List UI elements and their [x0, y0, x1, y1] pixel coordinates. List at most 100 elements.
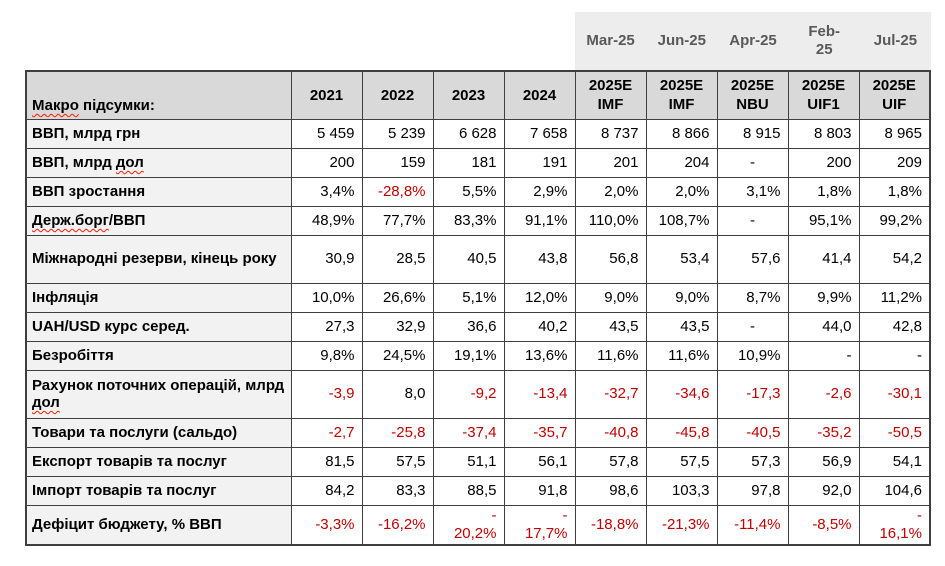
value-cell: -: [716, 311, 789, 342]
value-cell: 98,6: [574, 475, 647, 506]
value-cell: 83,3: [361, 475, 434, 506]
value-cell: 42,8: [858, 311, 931, 342]
value-cell: 10,0%: [290, 282, 363, 313]
table-row: Інфляція 10,0% 26,6% 5,1% 12,0% 9,0% 9,0% 8,7% 9…: [25, 282, 931, 313]
row-label-cell: Експорт товарів та послуг: [25, 446, 292, 477]
value-cell: -17,3: [716, 369, 789, 419]
value-cell: 24,5%: [361, 340, 434, 371]
value-cell: -34,6: [645, 369, 718, 419]
value-cell: 9,0%: [574, 282, 647, 313]
value-cell: -25,8: [361, 417, 434, 448]
row-label-cell: ВВП, млрд грн: [25, 118, 292, 149]
value-cell: 5 239: [361, 118, 434, 149]
value-cell: -2,6: [787, 369, 860, 419]
value-cell: 200: [290, 147, 363, 178]
value-cell: 51,1: [432, 446, 505, 477]
year-header-cell: 2023: [432, 70, 505, 120]
value-cell: 97,8: [716, 475, 789, 506]
forecast-header-cell: 2025E UIF: [858, 70, 931, 120]
value-cell: 26,6%: [361, 282, 434, 313]
value-cell: 44,0: [787, 311, 860, 342]
value-cell: 5,1%: [432, 282, 505, 313]
value-cell: 57,8: [574, 446, 647, 477]
value-cell: 41,4: [787, 234, 860, 284]
value-cell: -45,8: [645, 417, 718, 448]
row-label-cell: Безробіття: [25, 340, 292, 371]
value-cell: 1,8%: [787, 176, 860, 207]
row-label-cell: Держ.борг/ВВП: [25, 205, 292, 236]
value-cell: -3,3%: [290, 504, 363, 546]
value-cell: 28,5: [361, 234, 434, 284]
value-cell: 40,2: [503, 311, 576, 342]
value-cell: 84,2: [290, 475, 363, 506]
row-label-cell: ВВП зростання: [25, 176, 292, 207]
value-cell: 12,0%: [503, 282, 576, 313]
row-label-cell: ВВП, млрд дол: [25, 147, 292, 178]
value-cell: -21,3%: [645, 504, 718, 546]
forecast-header-cell: 2025E IMF: [574, 70, 647, 120]
value-cell: 2,9%: [503, 176, 576, 207]
row-label-cell: Дефіцит бюджету, % ВВП: [25, 504, 292, 546]
value-cell: -9,2: [432, 369, 505, 419]
value-cell: 2,0%: [645, 176, 718, 207]
year-header-cell: 2021: [290, 70, 363, 120]
value-cell: 3,4%: [290, 176, 363, 207]
table-header-row: Макро підсумки: 2021 2022 2023 2024 2025E IMF…: [25, 70, 931, 120]
band-date-label: Mar-25: [586, 32, 635, 49]
value-cell: 40,5: [432, 234, 505, 284]
value-cell: 204: [645, 147, 718, 178]
value-cell: -: [858, 340, 931, 371]
corner-header-cell: Макро підсумки:: [25, 70, 292, 120]
value-cell: 9,9%: [787, 282, 860, 313]
value-cell: 201: [574, 147, 647, 178]
value-cell: 57,5: [361, 446, 434, 477]
value-cell: 159: [361, 147, 434, 178]
value-cell: 110,0%: [574, 205, 647, 236]
value-cell: 11,2%: [858, 282, 931, 313]
misspelled-word: Держ.борг: [32, 211, 109, 229]
value-cell: 2,0%: [574, 176, 647, 207]
value-cell: -3,9: [290, 369, 363, 419]
misspelled-word: дол: [32, 394, 60, 411]
table-row: Експорт товарів та послуг 81,5 57,5 51,1 56,…: [25, 446, 931, 477]
value-cell: - 17,7%: [503, 504, 576, 546]
table-row: ВВП, млрд дол 200 159 181 191 201 204-200 209: [25, 147, 931, 178]
value-cell: -: [716, 205, 789, 236]
value-cell: 8,0: [361, 369, 434, 419]
value-cell: 181: [432, 147, 505, 178]
value-cell: 104,6: [858, 475, 931, 506]
value-cell: 209: [858, 147, 931, 178]
value-cell: 8 965: [858, 118, 931, 149]
value-cell: 88,5: [432, 475, 505, 506]
value-cell: -: [716, 147, 789, 178]
forecast-header-cell: 2025E IMF: [645, 70, 718, 120]
value-cell: 103,3: [645, 475, 718, 506]
value-cell: 83,3%: [432, 205, 505, 236]
band-date-label: Jun-25: [657, 32, 706, 49]
forecast-header-cell: 2025E NBU: [716, 70, 789, 120]
value-cell: 43,5: [574, 311, 647, 342]
row-label-cell: Інфляція: [25, 282, 292, 313]
value-cell: 191: [503, 147, 576, 178]
value-cell: -32,7: [574, 369, 647, 419]
table-row: Безробіття 9,8% 24,5% 19,1% 13,6% 11,6% 11,6% 1…: [25, 340, 931, 371]
value-cell: 92,0: [787, 475, 860, 506]
band-date-label: Jul-25: [873, 32, 918, 49]
value-cell: 30,9: [290, 234, 363, 284]
table-row: ВВП зростання 3,4% -28,8% 5,5% 2,9% 2,0% 2,0% 3…: [25, 176, 931, 207]
misspelled-word: дол: [115, 153, 144, 171]
table-row: Міжнародні резерви, кінець року 30,9 28,5 4…: [25, 234, 931, 284]
year-header-cell: 2022: [361, 70, 434, 120]
macro-summary-table: Макро підсумки: 2021 2022 2023 2024 2025E IMF…: [25, 70, 931, 546]
value-cell: -30,1: [858, 369, 931, 419]
value-cell: 11,6%: [574, 340, 647, 371]
value-cell: 108,7%: [645, 205, 718, 236]
row-label-cell: Імпорт товарів та послуг: [25, 475, 292, 506]
value-cell: -28,8%: [361, 176, 434, 207]
value-cell: 57,3: [716, 446, 789, 477]
band-date-label: Apr-25: [729, 32, 777, 49]
value-cell: 9,0%: [645, 282, 718, 313]
value-cell: 6 628: [432, 118, 505, 149]
value-cell: 54,2: [858, 234, 931, 284]
